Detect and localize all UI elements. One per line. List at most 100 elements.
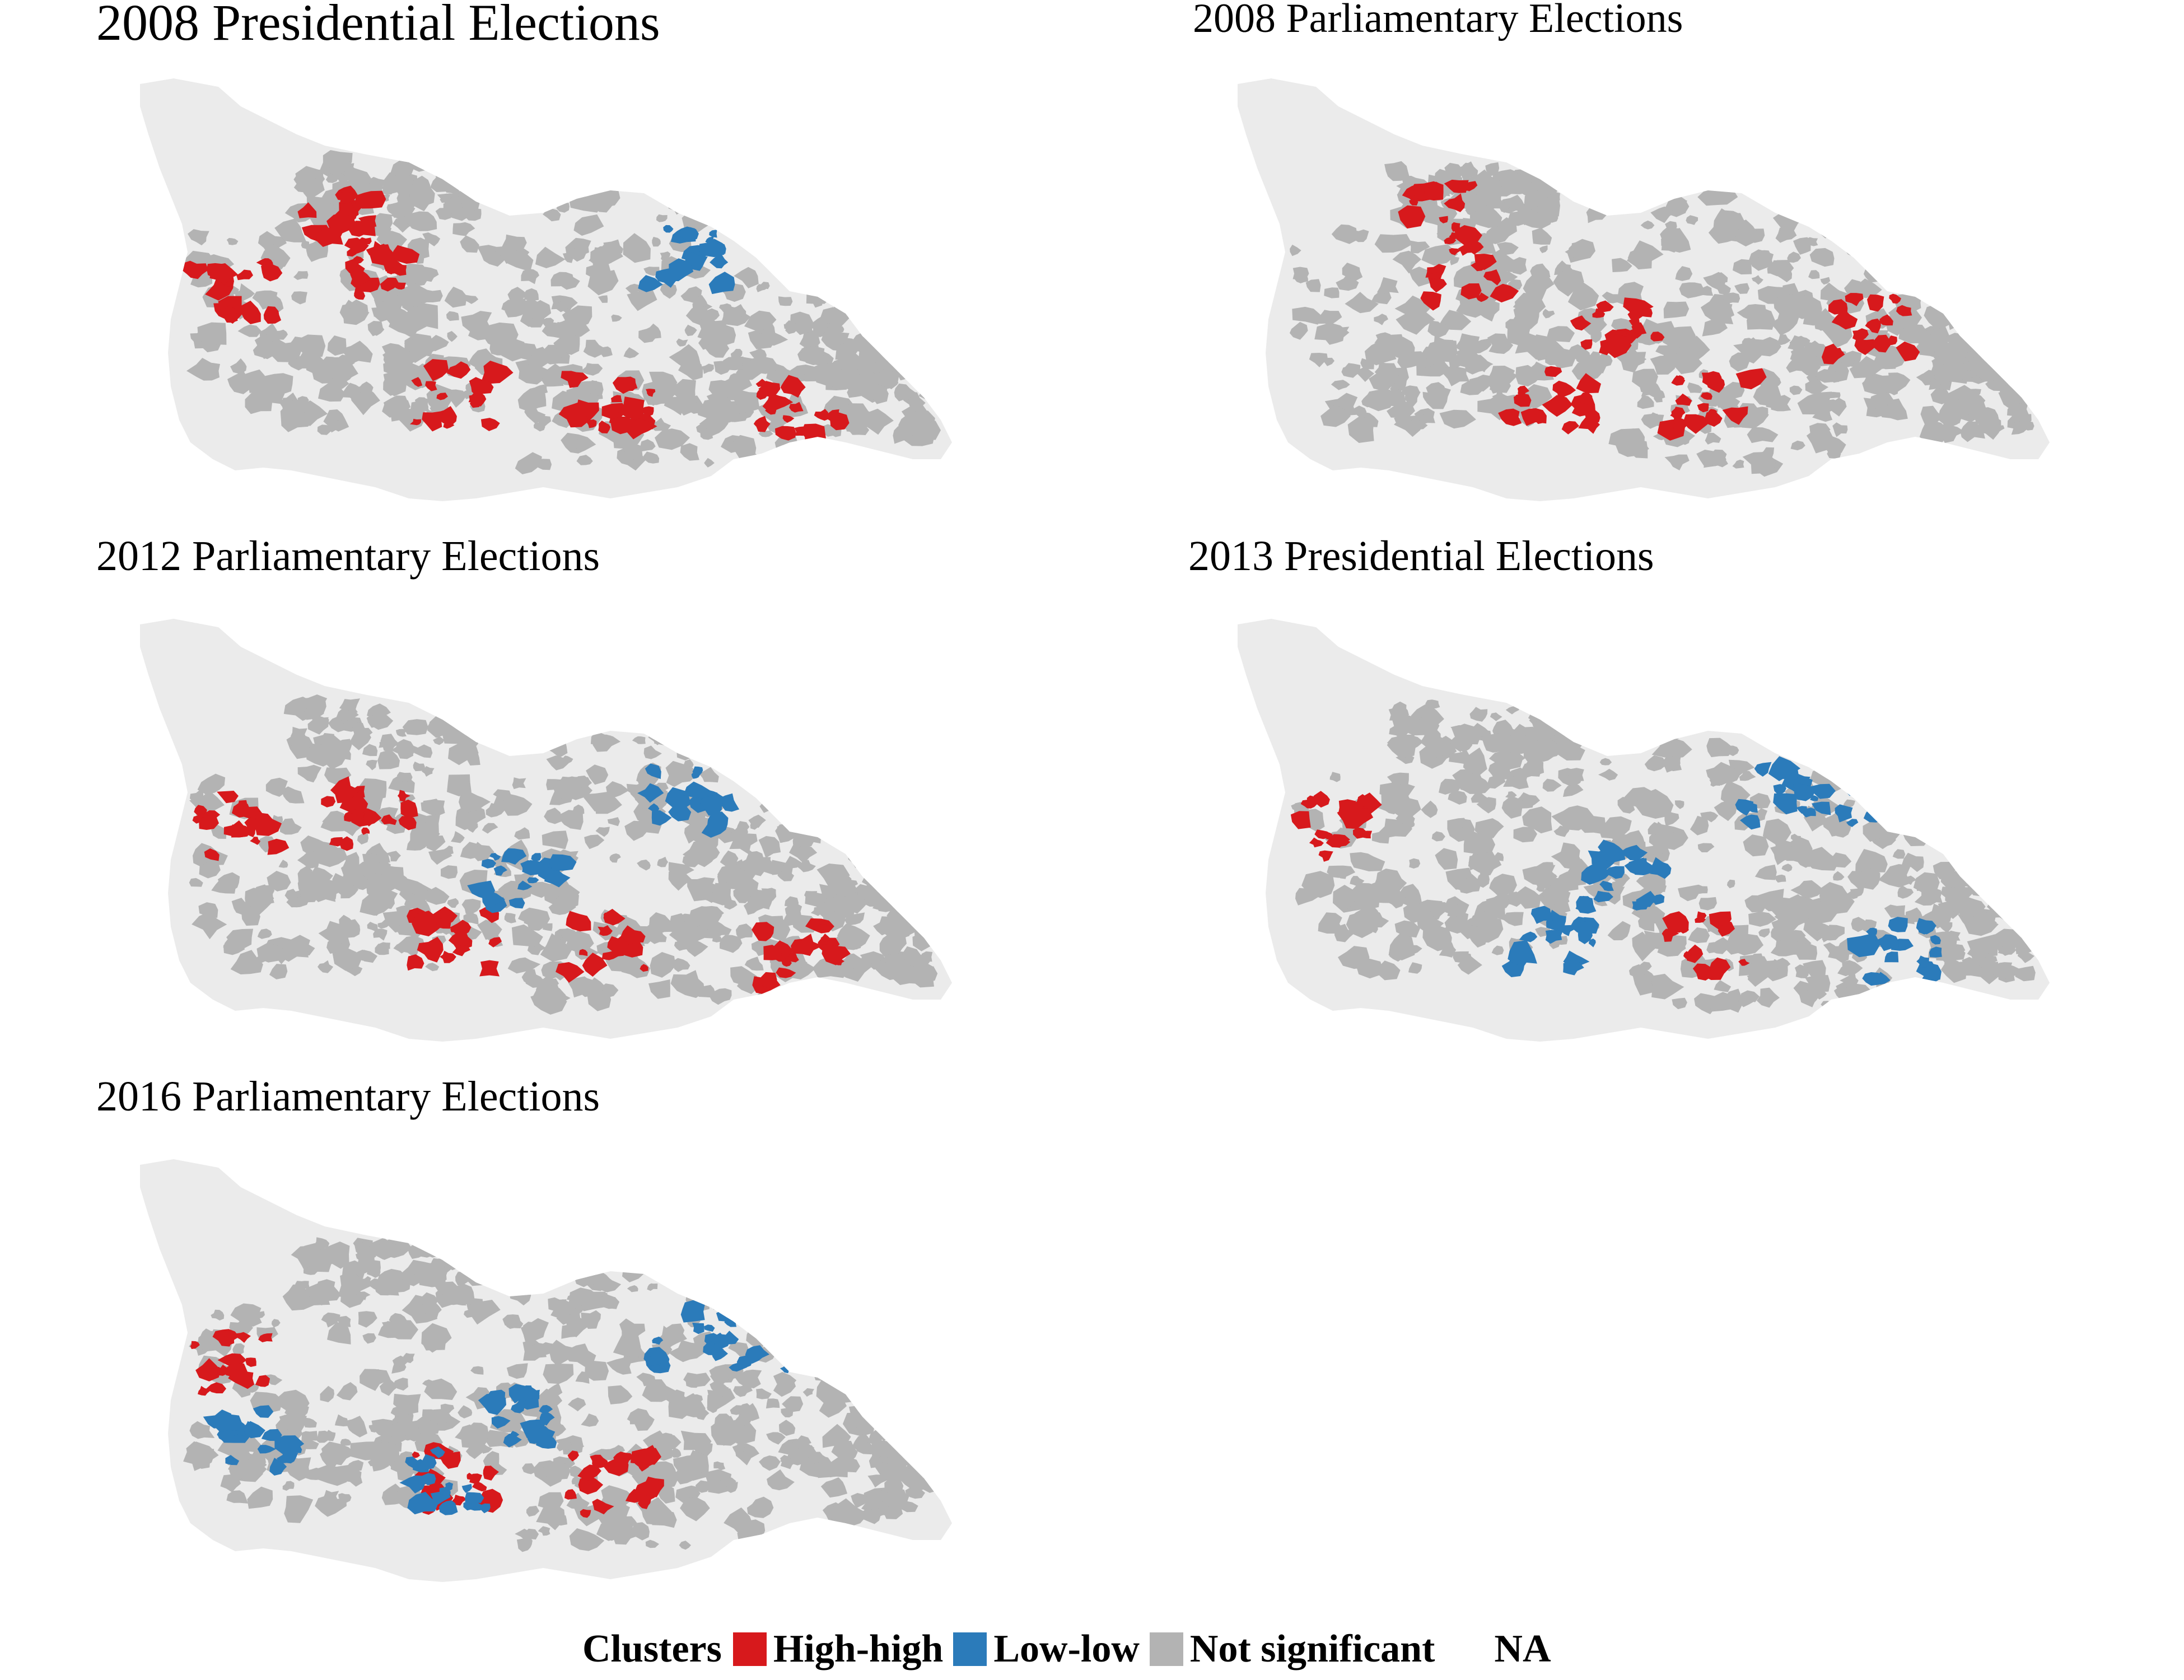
district-not-significant [1748, 953, 1763, 965]
district-not-significant [1490, 712, 1502, 721]
district-not-significant [1556, 175, 1580, 193]
district-low-low [1916, 963, 1942, 982]
district-not-significant [380, 753, 398, 766]
district-not-significant [1775, 227, 1797, 243]
district-high-high [1896, 341, 1920, 362]
district-not-significant [451, 831, 465, 843]
district-not-significant [797, 835, 815, 848]
district-not-significant [380, 734, 399, 753]
district-not-significant [1828, 818, 1849, 837]
district-high-high [564, 1489, 577, 1500]
district-high-high [1700, 392, 1712, 400]
district-not-significant [2012, 361, 2029, 376]
district-high-high [1683, 414, 1711, 434]
district-high-high [238, 800, 248, 808]
district-not-significant [524, 975, 544, 988]
district-not-significant [730, 389, 760, 414]
district-low-low [399, 1475, 426, 1494]
district-not-significant [654, 1434, 682, 1451]
district-low-low [740, 1312, 751, 1322]
district-not-significant [762, 216, 790, 240]
district-not-significant [1988, 335, 2021, 363]
district-not-significant [331, 388, 343, 398]
district-not-significant [662, 1394, 673, 1403]
district-not-significant [611, 314, 622, 322]
district-not-significant [1670, 351, 1702, 374]
district-not-significant [343, 1263, 362, 1277]
district-not-significant [189, 1421, 215, 1439]
district-high-high [582, 953, 608, 977]
legend-label-not-significant: Not significant [1189, 1627, 1435, 1670]
district-high-high [1520, 408, 1547, 426]
district-low-low [666, 258, 694, 282]
district-not-significant [189, 790, 205, 803]
district-high-high [598, 421, 611, 433]
district-not-significant [669, 732, 701, 752]
district-not-significant [841, 351, 864, 378]
district-high-high [1514, 393, 1532, 407]
district-high-high [234, 1332, 251, 1343]
district-not-significant [623, 233, 651, 263]
district-not-significant [278, 860, 288, 868]
district-high-high [610, 416, 632, 435]
district-high-high [194, 805, 207, 816]
district-low-low [1636, 890, 1659, 907]
district-not-significant [1421, 244, 1458, 266]
district-not-significant [746, 214, 763, 230]
district-not-significant [651, 1510, 677, 1528]
district-low-low [1875, 934, 1899, 951]
district-not-significant [1687, 382, 1702, 393]
district-not-significant [449, 1249, 471, 1266]
district-not-significant [569, 1528, 605, 1551]
district-not-significant [758, 245, 782, 262]
district-not-significant [1974, 317, 1990, 330]
district-not-significant [227, 371, 251, 394]
district-not-significant [1635, 788, 1674, 819]
district-not-significant [314, 1237, 330, 1249]
district-not-significant [1452, 769, 1483, 792]
district-low-low [212, 1412, 242, 1432]
district-low-low [711, 1348, 728, 1361]
district-not-significant [1392, 250, 1421, 274]
district-not-significant [1513, 827, 1537, 843]
district-high-high [640, 964, 648, 972]
district-high-high [1596, 300, 1614, 313]
district-high-high [1896, 305, 1912, 316]
district-not-significant [883, 1427, 906, 1443]
district-low-low [549, 854, 577, 871]
district-not-significant [1444, 918, 1463, 930]
district-not-significant [759, 1455, 781, 1471]
district-high-high [407, 954, 424, 971]
district-low-low [714, 1332, 728, 1347]
district-not-significant [1786, 930, 1806, 943]
district-not-significant [300, 1417, 317, 1428]
district-low-low [710, 255, 729, 269]
district-high-high [641, 406, 654, 417]
district-not-significant [1505, 791, 1517, 799]
district-not-significant [1650, 973, 1684, 1000]
district-not-significant [556, 810, 584, 830]
district-low-low [745, 1345, 769, 1364]
district-not-significant [683, 200, 710, 219]
district-not-significant [627, 288, 657, 311]
district-low-low [405, 1457, 421, 1468]
district-not-significant [886, 342, 902, 349]
district-not-significant [1968, 840, 1989, 864]
district-not-significant [1439, 409, 1476, 429]
district-not-significant [856, 1422, 872, 1434]
district-not-significant [1579, 312, 1607, 335]
district-not-significant [1463, 162, 1474, 170]
district-not-significant [390, 159, 414, 178]
district-not-significant [504, 913, 516, 923]
district-low-low [1768, 756, 1801, 781]
district-not-significant [1448, 791, 1467, 805]
district-not-significant [568, 1397, 586, 1412]
district-not-significant [1454, 818, 1467, 828]
district-not-significant [1851, 917, 1871, 932]
district-not-significant [1314, 323, 1350, 340]
district-high-high [488, 937, 502, 948]
district-not-significant [282, 1284, 314, 1311]
district-low-low [657, 815, 669, 823]
district-high-high [1544, 366, 1562, 377]
district-not-significant [550, 272, 575, 287]
